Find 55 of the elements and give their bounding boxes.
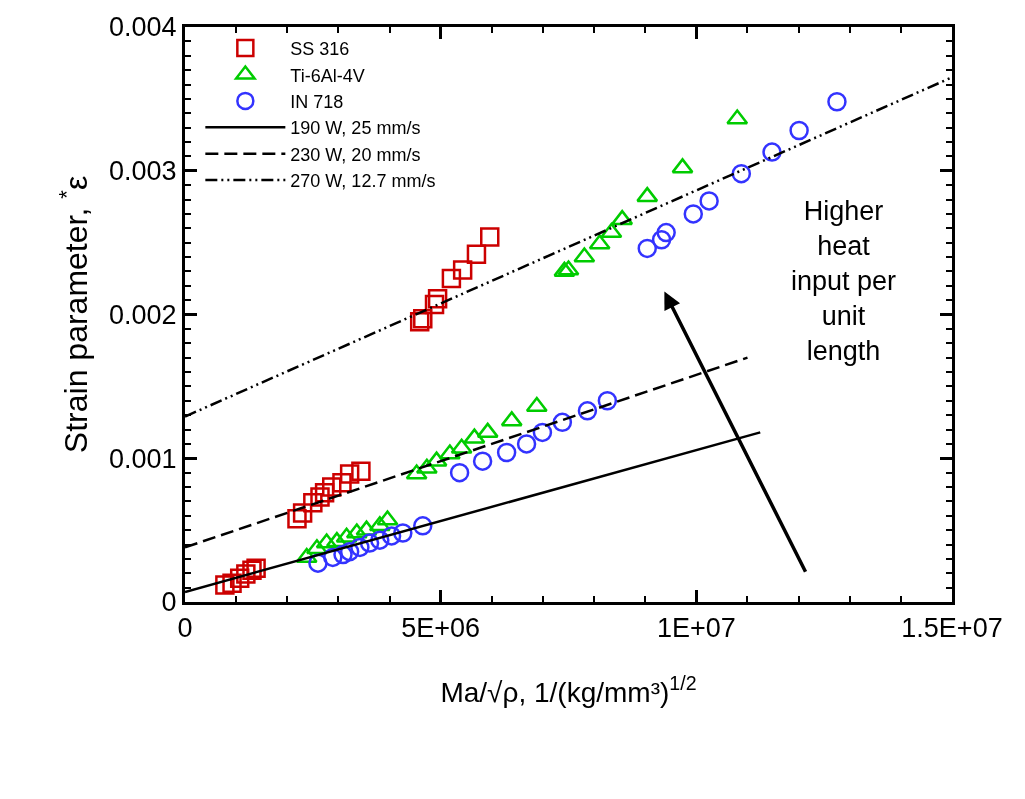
point <box>600 222 623 239</box>
point <box>597 391 618 411</box>
point <box>215 575 235 595</box>
point <box>699 191 719 211</box>
point <box>413 516 433 536</box>
annotation: Higher heat input per unit length <box>791 196 897 367</box>
point <box>292 503 313 523</box>
legend-label: IN 718 <box>290 91 344 112</box>
point <box>310 487 330 507</box>
point <box>637 238 657 259</box>
point <box>577 401 598 421</box>
point <box>480 227 500 247</box>
point <box>322 477 342 497</box>
point <box>236 564 256 584</box>
point <box>449 462 470 483</box>
y-tick-label: 0.001 <box>109 443 177 474</box>
point <box>424 294 445 315</box>
point <box>466 244 487 264</box>
x-tick-label: 1E+07 <box>656 613 736 644</box>
point <box>393 523 413 543</box>
point <box>351 461 371 481</box>
x-tick-label: 5E+06 <box>401 613 481 644</box>
legend-label: 230 W, 20 mm/s <box>290 144 421 165</box>
point <box>427 288 448 309</box>
x-tick-label: 1.5E+07 <box>901 613 1003 644</box>
legend-label: Ti-6Al-4V <box>290 65 365 86</box>
legend-label: 270 W, 12.7 mm/s <box>290 171 436 192</box>
y-tick-label: 0 <box>161 587 177 618</box>
y-tick-label: 0.003 <box>109 156 177 187</box>
point <box>229 568 250 588</box>
point <box>636 186 659 203</box>
point <box>222 573 242 594</box>
point <box>683 204 704 224</box>
point <box>359 533 380 553</box>
point <box>496 442 517 463</box>
point <box>789 120 809 141</box>
y-tick-label: 0.004 <box>109 12 177 43</box>
point <box>287 508 307 529</box>
point <box>452 260 473 280</box>
y-tick-label: 0.002 <box>109 299 177 330</box>
point <box>552 412 573 433</box>
point <box>339 464 360 484</box>
legend-label: SS 316 <box>290 39 350 60</box>
point <box>472 451 493 471</box>
point <box>656 222 676 243</box>
point <box>332 472 352 493</box>
point <box>303 493 323 513</box>
point <box>381 526 402 546</box>
point <box>827 92 847 112</box>
point <box>516 434 537 454</box>
point <box>651 230 672 250</box>
point <box>441 268 462 289</box>
legend-label: 190 W, 25 mm/s <box>290 118 421 139</box>
x-axis-title: Ma/√ρ, 1/(kg/mm³)$^{1/2}$ <box>440 671 697 708</box>
point <box>731 163 752 184</box>
